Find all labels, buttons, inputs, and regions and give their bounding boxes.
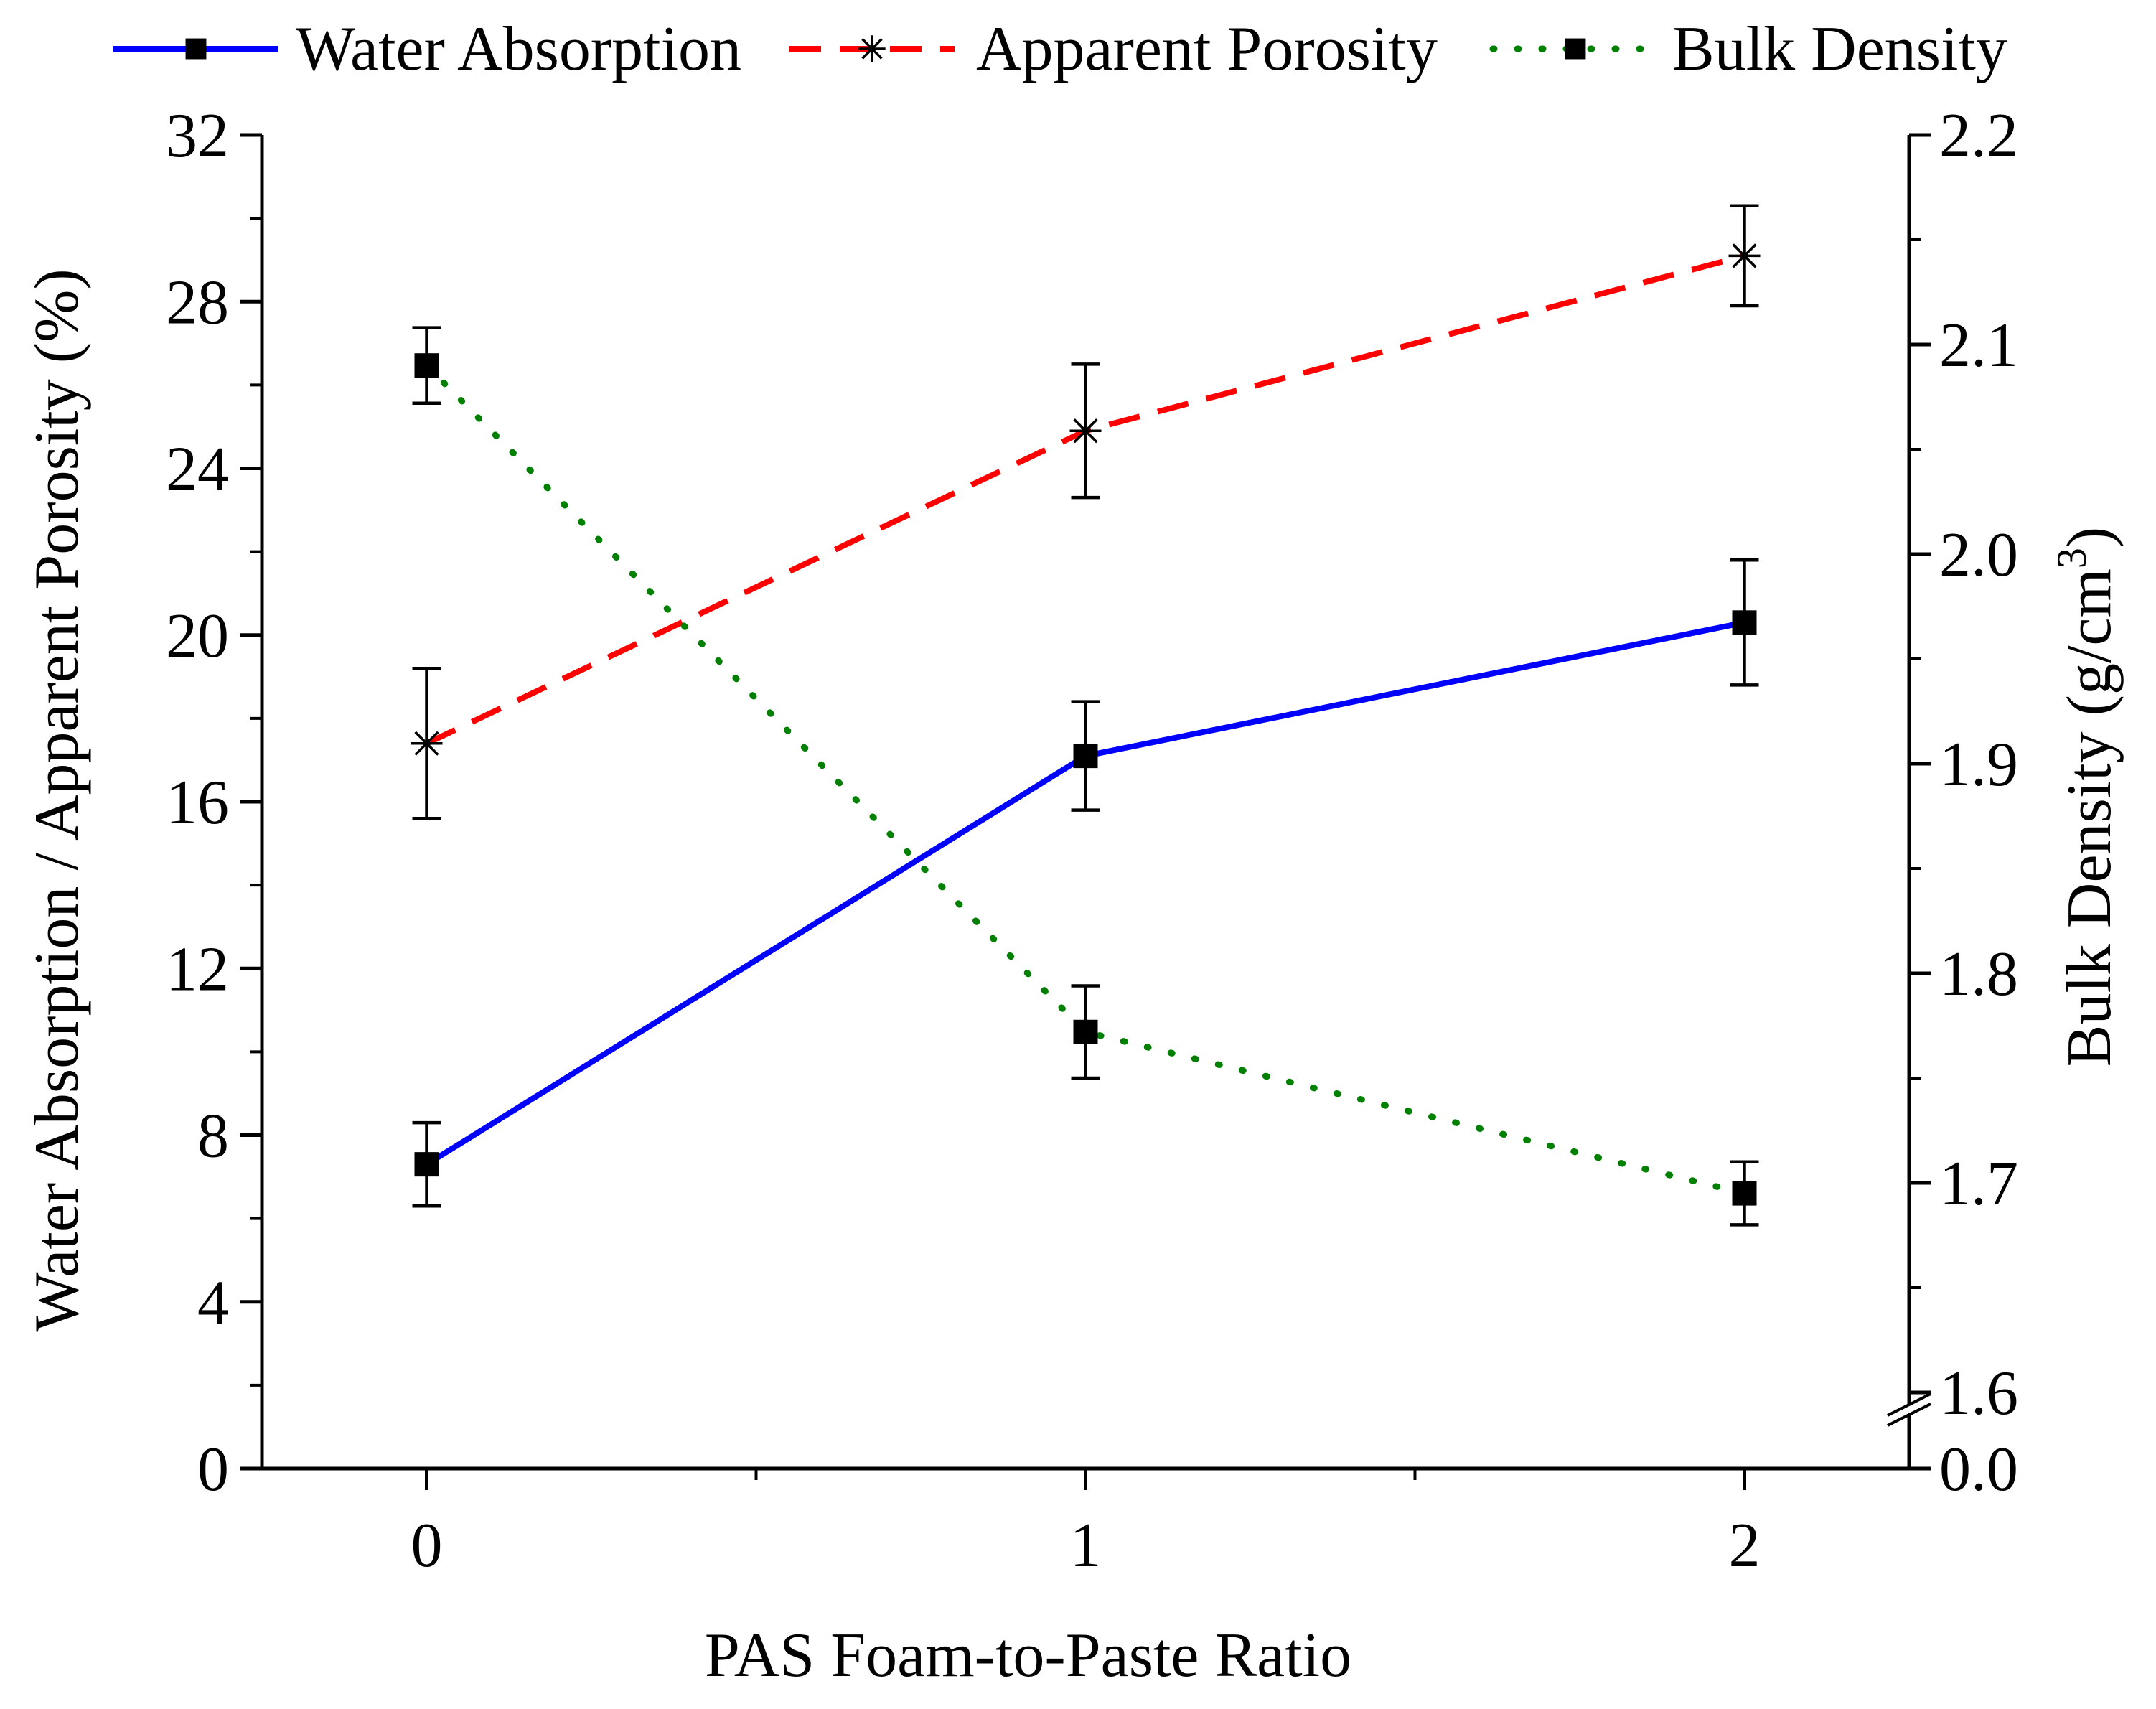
data-point-asterisk	[858, 35, 886, 62]
legend: Water Absorption Apparent Porosity Bulk De…	[113, 14, 2007, 84]
data-point-square	[185, 38, 207, 60]
y-right-tick-label: 0.0	[1939, 1435, 2018, 1504]
plot-area	[411, 204, 1761, 1227]
legend-label: Apparent Porosity	[976, 14, 1438, 84]
y-left-axis-label: Water Absorption / Apparent Porosity (%)	[22, 268, 92, 1331]
legend-item: Bulk Density	[1489, 14, 2007, 84]
y-right-tick-label: 2.1	[1939, 311, 2018, 380]
legend-label: Bulk Density	[1672, 14, 2007, 84]
legend-item: Apparent Porosity	[789, 14, 1438, 84]
x-axis-label: PAS Foam-to-Paste Ratio	[705, 1621, 1351, 1690]
y-left-tick-label: 0	[197, 1435, 229, 1504]
y-right-tick-label: 1.9	[1939, 730, 2018, 800]
legend-label: Water Absorption	[296, 14, 741, 84]
y-right-axis-label: Bulk Density (g/cm3)	[2048, 527, 2124, 1067]
x-tick-label: 0	[411, 1511, 443, 1581]
y-right-axis-label-close: )	[2055, 527, 2124, 548]
data-point-square	[414, 1152, 439, 1177]
y-right-tick-label: 1.8	[1939, 940, 2018, 1009]
y-left-tick-label: 8	[197, 1102, 229, 1171]
y-left-tick-label: 24	[166, 435, 229, 505]
y-left-tick-label: 32	[166, 101, 229, 171]
y-right-tick-label: 1.7	[1939, 1149, 2018, 1219]
data-point-square	[1565, 38, 1586, 60]
data-point-asterisk	[1069, 415, 1102, 447]
y-right-axis-label-superscript: 3	[2048, 548, 2095, 568]
y-left-tick-label: 20	[166, 601, 229, 671]
axis-break-mark	[1887, 1392, 1931, 1417]
y-right-axis-label-text: Bulk Density (g/cm	[2055, 568, 2124, 1067]
data-point-square	[414, 353, 439, 378]
x-tick-label: 1	[1070, 1511, 1102, 1581]
axis-labels: PAS Foam-to-Paste Ratio Water Absorption …	[22, 268, 2124, 1690]
y-left-tick-label: 12	[166, 935, 229, 1004]
data-point-square	[1732, 610, 1757, 635]
series-line	[423, 362, 1748, 1197]
data-point-square	[1073, 1019, 1098, 1044]
y-left-tick-label: 28	[166, 268, 229, 337]
data-point-asterisk	[1728, 240, 1761, 272]
data-point-square	[1732, 1181, 1757, 1206]
series-water-absorption	[412, 558, 1759, 1208]
series-bulk-density	[412, 326, 1759, 1227]
axis-break-mark	[1887, 1403, 1931, 1427]
y-right-tick-label: 1.6	[1939, 1359, 2018, 1428]
y-right-tick-label: 2.0	[1939, 520, 2018, 590]
y-left-tick-label: 4	[197, 1268, 229, 1338]
axes: 0481216202428320.01.61.71.81.92.02.12.20…	[166, 101, 2018, 1581]
x-tick-label: 2	[1729, 1511, 1761, 1581]
data-point-asterisk	[411, 727, 443, 759]
legend-item: Water Absorption	[113, 14, 741, 84]
data-point-square	[1073, 744, 1098, 769]
y-left-tick-label: 16	[166, 768, 229, 838]
y-right-tick-label: 2.2	[1939, 101, 2018, 171]
series-apparent-porosity	[411, 204, 1761, 820]
